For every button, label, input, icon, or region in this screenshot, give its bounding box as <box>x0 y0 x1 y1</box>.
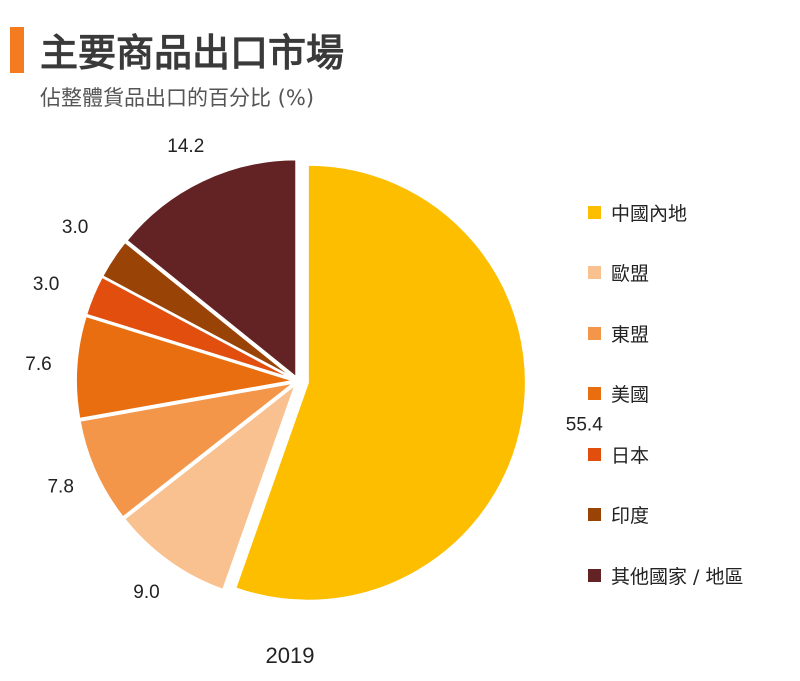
legend-item-5: 日本 <box>588 439 743 469</box>
legend-label-4: 美國 <box>611 384 650 406</box>
pie-slice-label-5: 3.0 <box>33 274 59 295</box>
pie-slices <box>75 158 527 602</box>
legend-swatch-3 <box>588 326 601 340</box>
legend-item-6: 印度 <box>588 500 743 530</box>
pie-slice-label-1: 55.4 <box>566 414 603 435</box>
legend-label-7: 其他國家 / 地區 <box>611 565 744 588</box>
legend-item-7: 其他國家 / 地區 <box>588 560 743 590</box>
legend-swatch-7 <box>588 568 601 582</box>
legend-label-5: 日本 <box>611 444 650 467</box>
chart-subtitle: 佔整體貨品出口的百分比 (%) <box>40 86 315 110</box>
pie-slice-1 <box>234 163 527 602</box>
pie-slice-2 <box>122 381 298 592</box>
legend-item-3: 東盟 <box>588 318 743 348</box>
pie-slice-label-7: 14.2 <box>167 136 204 157</box>
year-label: 2019 <box>265 643 315 668</box>
legend-label-6: 印度 <box>611 505 650 527</box>
legend-swatch-6 <box>588 508 601 521</box>
legend-swatch-5 <box>588 447 601 461</box>
pie-slice-label-3: 7.8 <box>47 477 73 498</box>
legend-item-1: 中國內地 <box>588 197 743 227</box>
pie-slice-7 <box>125 158 298 380</box>
pie-data-labels: 55.4 9.0 7.8 7.6 3.0 3.0 14.2 <box>25 136 603 603</box>
pie-slice-label-4: 7.6 <box>25 354 51 375</box>
pie-slice-6 <box>100 240 296 380</box>
legend-item-2: 歐盟 <box>588 258 743 288</box>
pie-slice-4 <box>75 314 295 421</box>
legend-item-4: 美國 <box>588 379 743 409</box>
pie-slice-3 <box>78 381 295 519</box>
chart-title: 主要商品出口市場 <box>40 31 345 75</box>
legend-label-3: 東盟 <box>611 323 650 346</box>
chart-legend: 中國內地歐盟東盟美國日本印度其他國家 / 地區 <box>588 197 743 621</box>
pie-slice-label-2: 9.0 <box>133 582 159 603</box>
title-accent-bar <box>10 27 24 73</box>
legend-swatch-2 <box>588 266 601 279</box>
pie-slice-label-6: 3.0 <box>62 217 88 238</box>
legend-label-1: 中國內地 <box>611 202 688 225</box>
legend-label-2: 歐盟 <box>611 263 650 285</box>
legend-swatch-4 <box>588 387 601 400</box>
legend-swatch-1 <box>588 205 601 219</box>
